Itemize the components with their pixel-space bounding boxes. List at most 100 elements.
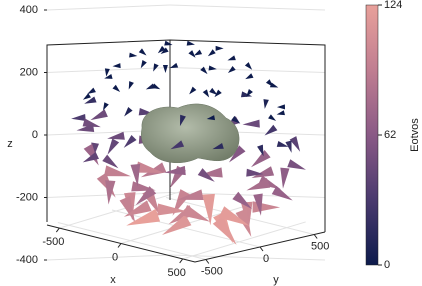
- colorbar-tick-label: 124: [384, 0, 402, 11]
- cone: [83, 143, 99, 166]
- x-tick: [117, 243, 122, 248]
- y-tick-label: 500: [311, 240, 329, 252]
- cone: [202, 89, 210, 98]
- cone: [263, 99, 269, 109]
- cone: [104, 68, 110, 77]
- cone: [231, 115, 241, 124]
- cone: [71, 113, 86, 122]
- cone: [202, 193, 215, 226]
- x-tick-label: 0: [112, 251, 118, 263]
- cone: [189, 86, 197, 95]
- z-tick-label: 400: [20, 4, 38, 16]
- cone: [135, 161, 164, 173]
- cone: [271, 185, 293, 201]
- cone: [253, 193, 263, 216]
- cone: [82, 151, 99, 163]
- cone: [124, 107, 133, 117]
- cone: [105, 180, 116, 205]
- cone: [258, 175, 281, 190]
- z-tick-label: -400: [16, 254, 38, 266]
- cone: [119, 196, 136, 223]
- cone: [177, 189, 204, 200]
- cone: [207, 49, 216, 57]
- cone: [268, 114, 277, 121]
- z-tick-label: 0: [32, 129, 38, 141]
- asteroid: [141, 103, 240, 164]
- cone: [84, 96, 97, 104]
- grid-line: [57, 222, 206, 260]
- axis-box: [46, 224, 326, 263]
- x-tick: [179, 258, 184, 264]
- cone: [138, 48, 147, 56]
- cone: [197, 168, 215, 182]
- cone: [102, 154, 119, 169]
- cone: [182, 205, 211, 222]
- cone: [246, 178, 271, 191]
- cone: [289, 136, 301, 152]
- cone: [214, 89, 222, 98]
- cone: [107, 131, 125, 140]
- cone: [162, 214, 192, 236]
- cone: [257, 144, 264, 157]
- cone: [188, 50, 196, 58]
- x-tick-label: 500: [167, 267, 185, 279]
- cone: [157, 45, 166, 54]
- colorbar-label: Eotvos: [409, 118, 421, 152]
- cone: [232, 191, 252, 209]
- cone: [227, 66, 236, 74]
- cone: [244, 62, 253, 70]
- cone: [218, 206, 250, 226]
- cone: [170, 140, 185, 150]
- y-axis-label: y: [273, 274, 279, 286]
- z-axis-label: z: [7, 138, 13, 150]
- cone: [160, 47, 169, 54]
- cone: [135, 186, 157, 206]
- y-tick-label: -500: [201, 265, 223, 277]
- cone: [157, 203, 187, 216]
- y-tick: [205, 259, 210, 264]
- cone: [246, 168, 264, 177]
- cone: [107, 138, 120, 155]
- cone: [186, 40, 195, 46]
- cone: [153, 63, 159, 72]
- cone: [82, 118, 101, 128]
- cone: [215, 45, 224, 51]
- cone: [82, 93, 91, 100]
- cone: [276, 140, 289, 147]
- colorbar: [365, 4, 379, 266]
- cone: [76, 124, 95, 133]
- y-tick-label: 0: [263, 253, 269, 265]
- x-tick-label: -500: [42, 236, 64, 248]
- cone: [169, 62, 179, 69]
- cone: [227, 55, 236, 61]
- cone: [104, 74, 113, 79]
- grid-line: [182, 221, 306, 260]
- cone: [151, 83, 161, 90]
- cone: [240, 91, 253, 98]
- x-axis-label: x: [110, 274, 116, 286]
- cone: [162, 64, 168, 74]
- cone: [276, 104, 286, 110]
- cone: [102, 102, 109, 111]
- cone: [123, 200, 152, 217]
- grid-line: [46, 254, 171, 261]
- cone: [112, 84, 121, 92]
- cone: [123, 134, 137, 148]
- cone: [164, 165, 186, 176]
- cone: [209, 87, 218, 95]
- cone: [242, 119, 260, 128]
- z-tick-label: -200: [16, 191, 38, 203]
- cone: [90, 109, 108, 121]
- cone: [245, 73, 254, 80]
- cone: [208, 65, 217, 71]
- colorbar-tick-label: 62: [384, 129, 396, 141]
- cone: [112, 63, 121, 69]
- grid-line: [169, 254, 326, 261]
- cone: [212, 216, 237, 245]
- cone: [212, 143, 224, 150]
- cone: [130, 163, 141, 187]
- grid-line: [111, 209, 261, 248]
- cone: [206, 115, 216, 121]
- cone: [103, 165, 131, 177]
